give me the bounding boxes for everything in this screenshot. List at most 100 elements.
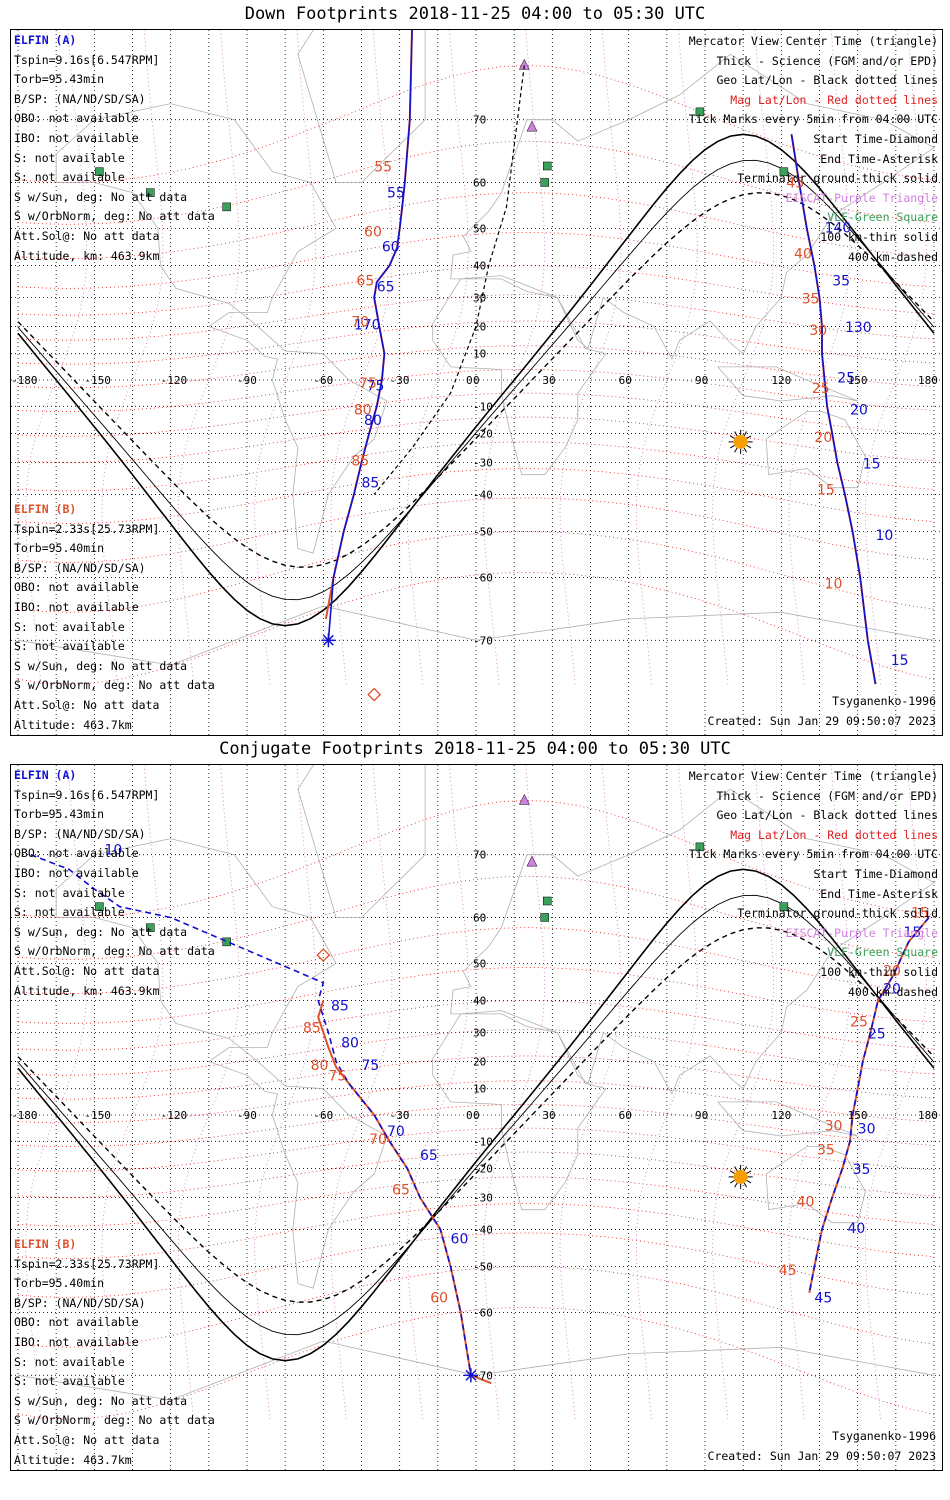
lat-tick-label: -70 [473, 634, 493, 647]
triangle-marker [518, 793, 530, 805]
elfin-b-tick-label: 85 [351, 453, 369, 469]
legend-item: Tick Marks every 5min from 04:00 UTC [688, 112, 938, 127]
elfin-b-info-line: Altitude: 463.7km [14, 1452, 132, 1467]
square-marker [146, 923, 155, 932]
elfin-b-tick-label: 65 [392, 1182, 410, 1198]
elfin-b-info: ELFIN (B) Tspin=2.33s[25.73RPM] Torb=95.40… [14, 500, 215, 735]
lon-tick-label: 0 [466, 374, 473, 387]
coastlines [17, 30, 935, 666]
map-legend: Mercator View Center Time (triangle) Thic… [689, 767, 938, 1002]
lat-tick-label: -30 [473, 1191, 493, 1204]
elfin-b-tick-label: 80 [311, 1058, 329, 1074]
elfin-b-info-line: Att.Sol@: No att data [14, 1432, 160, 1447]
legend-item: Geo Lat/Lon - Black dotted lines [716, 808, 938, 823]
elfin-b-tick-label: 35 [802, 292, 820, 308]
elfin-a-info-line: Torb=95.43min [14, 72, 105, 87]
elfin-b-tick-label: 20 [814, 430, 832, 446]
elfin-b-tick-label: 15 [817, 482, 835, 498]
diamond-marker [367, 687, 382, 702]
lon-tick-label: 120 [771, 1109, 791, 1122]
lon-tick-label: -30 [390, 1109, 410, 1122]
lon-tick-label: 0 [466, 1109, 473, 1122]
elfin-a-tick-label: 60 [382, 239, 400, 255]
lon-tick-label: 180 [918, 1109, 938, 1122]
elfin-b-header: ELFIN (B) [14, 1237, 77, 1251]
square-marker [222, 937, 231, 947]
lon-tick-label: -30 [390, 374, 410, 387]
elfin-b-tick-label: 65 [356, 273, 374, 289]
elfin-a-tick-label: 85 [331, 999, 349, 1015]
down-footprints-panel: 55 60 65 170 75 80 85 55 60 65 70 75 80 85 140 35 130 25 2… [10, 29, 943, 736]
elfin-b-info-line: S: not available [14, 619, 125, 634]
legend-item: Tick Marks every 5min from 04:00 UTC [688, 847, 938, 862]
created-timestamp: Created: Sun Jan 29 09:50:07 2023 [707, 714, 936, 728]
square-marker [222, 202, 231, 212]
elfin-a-info-line: B/SP: (NA/ND/SD/SA) [14, 91, 146, 106]
lon-tick-label: -60 [313, 374, 333, 387]
lat-tick-label: 20 [473, 1056, 486, 1069]
square-marker [95, 902, 104, 911]
lat-tick-label: 10 [473, 1083, 486, 1096]
elfin-b-tick-label: 15 [911, 905, 929, 921]
elfin-a-tick-label: 75 [362, 1058, 380, 1074]
elfin-a-info-line: S w/OrbNorm, deg: No att data [14, 944, 215, 959]
mag-meridians [25, 30, 927, 685]
lon-tick-label: -180 [11, 374, 38, 387]
elfin-a-tick-label: 85 [362, 476, 380, 492]
asterisk-marker [321, 633, 336, 648]
elfin-a-tick-label: 10 [105, 843, 123, 859]
elfin-b-info-line: S w/OrbNorm, deg: No att data [14, 1413, 215, 1428]
elfin-b-info-line: Tspin=2.33s[25.73RPM] [14, 1256, 160, 1271]
elfin-b-info-line: IBO: not available [14, 599, 139, 614]
elfin-a-tick-label: 170 [354, 317, 381, 333]
elfin-b-info-line: S w/Sun, deg: No att data [14, 1393, 188, 1408]
elfin-a-track-2 [808, 916, 930, 1293]
lat-tick-label: -60 [473, 1307, 493, 1320]
lon-tick-label: -90 [237, 1109, 257, 1122]
legend-item: Mercator View Center Time (triangle) [688, 769, 938, 783]
elfin-a-info: ELFIN (A) Tspin=9.16s[6.547RPM] Torb=95.43… [14, 766, 215, 1001]
stations [95, 58, 789, 495]
elfin-a-tick-label: 35 [832, 273, 850, 289]
elfin-b-info-line: OBO: not available [14, 1315, 139, 1330]
elfin-a-header: ELFIN (A) [14, 768, 77, 782]
elfin-b-info-line: OBO: not available [14, 580, 139, 595]
lon-tick-label: -180 [11, 1109, 38, 1122]
lon-tick-label: 90 [695, 1109, 708, 1122]
elfin-b-info-line: Altitude: 463.7km [14, 717, 132, 732]
elfin-b-tick-label: 75 [328, 1069, 346, 1085]
lat-tick-label: 70 [473, 849, 486, 862]
elfin-b-tick-label: 40 [794, 247, 812, 263]
elfin-b-tick-label: 20 [883, 963, 901, 979]
sun-icon [728, 1164, 753, 1189]
elfin-a-info-line: Att.Sol@: No att data [14, 228, 160, 243]
lat-tick-label: -20 [473, 1162, 493, 1175]
elfin-b-info-line: S: not available [14, 1354, 125, 1369]
asterisk-marker [463, 1368, 478, 1383]
elfin-b-info-line: Att.Sol@: No att data [14, 697, 160, 712]
legend-item: 100 km-thin solid [820, 229, 938, 244]
square-marker [540, 913, 549, 922]
geo-grid [11, 765, 942, 1470]
lat-tick-label: 10 [473, 348, 486, 361]
lat-tick-label: 20 [473, 321, 486, 334]
elfin-b-tick-label: 60 [430, 1290, 448, 1306]
legend-item: Mercator View Center Time (triangle) [688, 34, 938, 48]
conjugate-footprints-panel: 10 85 80 75 70 65 60 85 80 75 70 65 60 15 20 25 30 35 40 45… [10, 764, 943, 1471]
triangle-marker [526, 855, 538, 867]
lat-tick-label: -10 [473, 400, 493, 413]
elfin-b-info-line: IBO: not available [14, 1334, 139, 1349]
lat-tick-label: -10 [473, 1135, 493, 1148]
lat-tick-label: -70 [473, 1369, 493, 1382]
lat-tick-label: -30 [473, 456, 493, 469]
legend-item: 100 km-thin solid [820, 964, 938, 979]
elfin-a-tick-label: 35 [853, 1162, 871, 1178]
elfin-a-info-line: Tspin=9.16s[6.547RPM] [14, 787, 160, 802]
elfin-a-header: ELFIN (A) [14, 33, 77, 47]
elfin-a-tick-label: 15 [863, 457, 881, 473]
elfin-b-info-line: Torb=95.40min [14, 1276, 105, 1291]
elfin-a-info-line: OBO: not available [14, 111, 139, 126]
square-marker [146, 188, 155, 197]
elfin-a-tick-label: 60 [451, 1232, 469, 1248]
square-marker [695, 107, 705, 117]
